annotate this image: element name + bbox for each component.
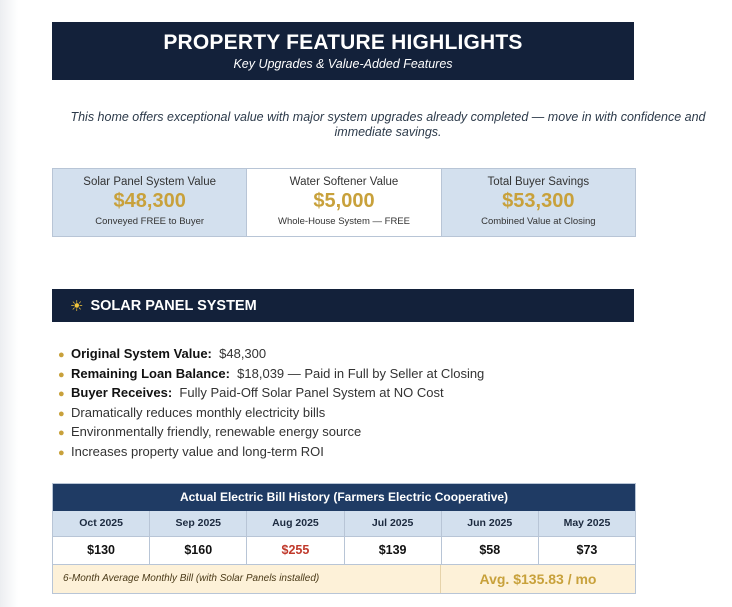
bullet-icon: ● bbox=[58, 427, 65, 439]
list-item: ● Increases property value and long-term … bbox=[58, 442, 484, 462]
list-item: ● Dramatically reduces monthly electricit… bbox=[58, 403, 484, 423]
table-header-row: Oct 2025 Sep 2025 Aug 2025 Jul 2025 Jun … bbox=[53, 511, 635, 536]
stat-water-softener: Water Softener Value $5,000 Whole-House … bbox=[246, 169, 440, 236]
value-summary: Solar Panel System Value $48,300 Conveye… bbox=[52, 168, 636, 237]
electric-bill-table: Actual Electric Bill History (Farmers El… bbox=[52, 483, 636, 594]
item-label: Buyer Receives: bbox=[71, 385, 173, 400]
solar-feature-list: ● Original System Value: $48,300 ● Remaini… bbox=[58, 344, 484, 461]
section-title: SOLAR PANEL SYSTEM bbox=[90, 297, 257, 314]
intro-text: This home offers exceptional value with … bbox=[70, 110, 706, 139]
month-header: Jul 2025 bbox=[343, 511, 441, 536]
bill-amount-highest: $255 bbox=[246, 537, 343, 564]
stat-value: $48,300 bbox=[113, 190, 186, 212]
item-label: Remaining Loan Balance: bbox=[71, 365, 230, 381]
stat-label: Total Buyer Savings bbox=[487, 176, 590, 188]
stat-note: Conveyed FREE to Buyer bbox=[95, 216, 205, 227]
month-header: May 2025 bbox=[537, 511, 635, 536]
average-value: Avg. $135.83 / mo bbox=[440, 565, 635, 593]
page-title: PROPERTY FEATURE HIGHLIGHTS bbox=[163, 31, 523, 54]
stat-total-savings: Total Buyer Savings $53,300 Combined Val… bbox=[440, 169, 635, 236]
bullet-icon: ● bbox=[58, 446, 65, 459]
list-item: ● Original System Value: $48,300 bbox=[58, 344, 484, 364]
stat-label: Solar Panel System Value bbox=[83, 176, 217, 188]
table-title: Actual Electric Bill History (Farmers El… bbox=[53, 484, 635, 511]
page-header: PROPERTY FEATURE HIGHLIGHTS Key Upgrades… bbox=[52, 22, 634, 80]
item-text: Dramatically reduces monthly electricity… bbox=[71, 404, 326, 420]
bullet-icon: ● bbox=[58, 388, 65, 400]
table-row: $130 $160 $255 $139 $58 $73 bbox=[53, 536, 635, 564]
item-text: Increases property value and long-term R… bbox=[71, 443, 324, 459]
bill-amount: $139 bbox=[343, 537, 441, 564]
bullet-icon: ● bbox=[58, 407, 65, 420]
bullet-icon: ● bbox=[58, 368, 65, 381]
stat-note: Combined Value at Closing bbox=[481, 216, 596, 227]
bill-amount: $130 bbox=[87, 543, 115, 557]
list-item: ● Remaining Loan Balance: $18,039 — Paid … bbox=[58, 364, 484, 384]
page-subtitle: Key Upgrades & Value-Added Features bbox=[233, 57, 453, 71]
stat-label: Water Softener Value bbox=[289, 176, 399, 188]
item-text: $48,300 bbox=[219, 346, 267, 361]
sun-icon: ☀ bbox=[70, 297, 84, 315]
bill-amount: $58 bbox=[440, 537, 538, 564]
stat-note: Whole-House System — FREE bbox=[278, 216, 410, 227]
stat-value: $5,000 bbox=[313, 190, 375, 212]
list-item: ● Environmentally friendly, renewable ene… bbox=[58, 422, 484, 442]
item-text: Fully Paid-Off Solar Panel System at NO … bbox=[179, 385, 444, 400]
average-row: 6-Month Average Monthly Bill (with Solar… bbox=[53, 564, 635, 593]
item-text: $18,039 — Paid in Full by Seller at Clos… bbox=[237, 365, 485, 381]
page-edge bbox=[0, 0, 18, 607]
list-item: ● Buyer Receives: Fully Paid-Off Solar Pa… bbox=[58, 383, 484, 403]
item-label: Original System Value: bbox=[71, 346, 212, 361]
month-header: Aug 2025 bbox=[246, 511, 343, 536]
item-text: Environmentally friendly, renewable ener… bbox=[71, 424, 362, 439]
month-header: Jun 2025 bbox=[440, 511, 538, 536]
average-label: 6-Month Average Monthly Bill (with Solar… bbox=[63, 573, 320, 584]
section-header-solar: ☀ SOLAR PANEL SYSTEM bbox=[52, 289, 634, 322]
bill-amount: $73 bbox=[537, 537, 635, 564]
stat-value: $53,300 bbox=[502, 190, 575, 212]
month-header: Sep 2025 bbox=[149, 511, 246, 536]
stat-solar-value: Solar Panel System Value $48,300 Conveye… bbox=[53, 169, 247, 236]
month-header: Oct 2025 bbox=[79, 517, 123, 529]
bill-amount: $160 bbox=[149, 537, 246, 564]
bullet-icon: ● bbox=[58, 349, 65, 361]
